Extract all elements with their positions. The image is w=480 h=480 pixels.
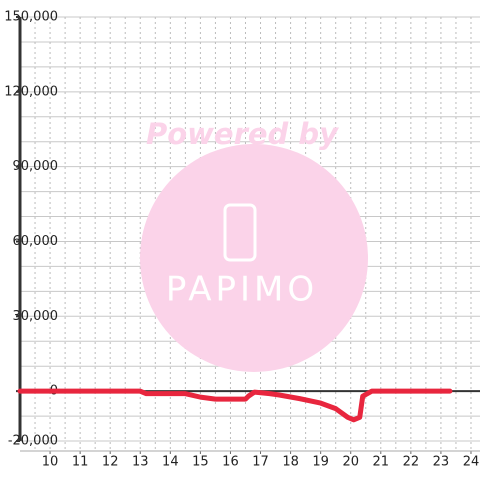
x-tick-label: 19 [312, 455, 329, 470]
x-tick-label: 23 [433, 455, 450, 470]
y-tick-label: -20,000 [8, 434, 58, 449]
data-line [17, 388, 453, 423]
x-tick-label: 16 [222, 455, 239, 470]
watermark-top: Powered by [146, 117, 339, 151]
x-tick-label: 15 [192, 455, 209, 470]
y-tick-label: 120,000 [4, 84, 58, 99]
x-tick-label: 22 [403, 455, 420, 470]
x-tick-label: 12 [102, 455, 119, 470]
plot [17, 388, 453, 423]
y-tick-label: 30,000 [13, 309, 59, 324]
watermark-brand: PAPIMO [166, 270, 318, 310]
x-tick-label: 14 [162, 455, 179, 470]
x-tick-label: 21 [373, 455, 390, 470]
x-tick-label: 24 [463, 455, 480, 470]
y-tick-label: 150,000 [4, 10, 58, 25]
x-tick-label: 20 [342, 455, 359, 470]
y-tick-label: 90,000 [13, 159, 59, 174]
y-tick-label: 60,000 [13, 234, 59, 249]
x-tick-label: 17 [252, 455, 269, 470]
x-tick-label: 10 [42, 455, 59, 470]
x-tick-label: 18 [282, 455, 299, 470]
x-tick-label: 11 [72, 455, 89, 470]
x-tick-label: 13 [132, 455, 149, 470]
watermark-phone [223, 203, 257, 262]
